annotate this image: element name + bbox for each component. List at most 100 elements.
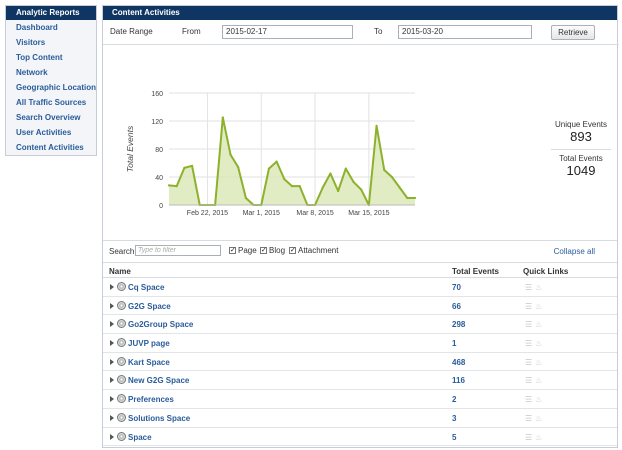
list-icon[interactable]: ☰ xyxy=(525,339,533,349)
collapse-all-link[interactable]: Collapse all xyxy=(553,247,595,256)
data-point xyxy=(244,196,247,200)
x-tick-label: Feb 22, 2015 xyxy=(187,210,228,217)
chart-icon[interactable]: ♨ xyxy=(535,432,543,442)
row-name-link[interactable]: New G2G Space xyxy=(128,376,190,386)
expand-arrow-icon[interactable] xyxy=(110,284,114,290)
chart-icon[interactable]: ♨ xyxy=(535,357,543,367)
row-total-events-link[interactable]: 3 xyxy=(452,413,457,423)
date-range-bar: Date Range From 2015-02-17 To 2015-03-20… xyxy=(103,20,617,44)
expand-arrow-icon[interactable] xyxy=(110,396,114,403)
row-name-link[interactable]: Kart Space xyxy=(128,357,170,367)
chart-area: 0 40 80 120 160 Feb 22, 2015 Mar 1, 2015 Mar 8,… xyxy=(103,44,619,240)
y-tick-label: 0 xyxy=(159,203,163,210)
row-total-events-link[interactable]: 298 xyxy=(452,320,466,330)
row-name-link[interactable]: Preferences xyxy=(128,395,174,405)
expand-arrow-icon[interactable] xyxy=(110,377,114,384)
header-quick-links: Quick Links xyxy=(523,267,569,276)
row-name-link[interactable]: JUVP page xyxy=(128,339,170,349)
table-row: JUVP page 1 ☰ ♨ xyxy=(103,334,617,353)
list-icon[interactable]: ☰ xyxy=(525,376,533,386)
chart-icon[interactable]: ♨ xyxy=(535,395,543,405)
retrieve-button[interactable]: Retrieve xyxy=(551,25,595,40)
row-name-link[interactable]: Cq Space xyxy=(128,283,165,292)
table-row: Preferences 2 ☰ ♨ xyxy=(103,390,617,409)
space-globe-icon xyxy=(117,300,126,310)
table-row: Solutions Space 3 ☰ ♨ xyxy=(103,409,617,428)
sidebar-item-geographic-location[interactable]: Geographic Location xyxy=(16,83,97,92)
sidebar-item-search-overview[interactable]: Search Overview xyxy=(16,113,81,122)
sidebar-item-dashboard[interactable]: Dashboard xyxy=(16,23,58,32)
quick-links: ☰ ♨ xyxy=(525,339,545,348)
chart-icon[interactable]: ♨ xyxy=(535,301,543,311)
header-total-events: Total Events xyxy=(452,267,499,276)
sidebar-item-user-activities[interactable]: User Activities xyxy=(16,128,72,137)
data-point xyxy=(229,153,232,156)
list-icon[interactable]: ☰ xyxy=(525,320,533,330)
data-point xyxy=(413,196,417,200)
quick-links: ☰ ♨ xyxy=(525,302,545,311)
row-total-events-link[interactable]: 468 xyxy=(452,357,466,367)
sidebar-item-content-activities[interactable]: Content Activities xyxy=(16,143,84,152)
list-icon[interactable]: ☰ xyxy=(525,395,533,405)
expand-arrow-icon[interactable] xyxy=(110,414,114,421)
expand-arrow-icon[interactable] xyxy=(110,302,114,309)
data-point xyxy=(298,185,301,188)
row-name-link[interactable]: Space xyxy=(128,432,152,442)
row-name-link[interactable]: G2G Space xyxy=(128,301,171,311)
filter-page-checkbox[interactable]: ✓ Page xyxy=(229,246,257,255)
total-events-chart: 0 40 80 120 160 Feb 22, 2015 Mar 1, 2015 Mar 8,… xyxy=(125,91,417,217)
sidebar-item-top-content[interactable]: Top Content xyxy=(16,53,63,62)
row-total-events-link[interactable]: 70 xyxy=(452,283,461,292)
y-tick-label: 80 xyxy=(155,147,163,154)
chart-icon[interactable]: ♨ xyxy=(535,376,543,386)
panel-title: Content Activities xyxy=(103,6,617,20)
row-total-events-link[interactable]: 2 xyxy=(452,395,457,405)
row-total-events-link[interactable]: 1 xyxy=(452,339,457,349)
filter-page-label: Page xyxy=(238,246,257,255)
chart-icon[interactable]: ♨ xyxy=(535,283,543,292)
expand-arrow-icon[interactable] xyxy=(110,358,114,365)
data-point xyxy=(329,172,332,175)
list-icon[interactable]: ☰ xyxy=(525,413,533,423)
chart-icon[interactable]: ♨ xyxy=(535,320,543,330)
expand-arrow-icon[interactable] xyxy=(110,340,114,347)
row-total-events-link[interactable]: 66 xyxy=(452,301,461,311)
sidebar-item-network[interactable]: Network xyxy=(16,68,48,77)
list-icon[interactable]: ☰ xyxy=(525,357,533,367)
sidebar-item-all-traffic-sources[interactable]: All Traffic Sources xyxy=(16,98,87,107)
space-globe-icon xyxy=(117,356,126,366)
sidebar-menu: Dashboard Visitors Top Content Network Geogr… xyxy=(6,20,96,155)
table-row: G2G Space 66 ☰ ♨ xyxy=(103,297,617,316)
row-total-events-link[interactable]: 116 xyxy=(452,376,465,386)
filter-blog-checkbox[interactable]: ✓ Blog xyxy=(260,246,285,255)
search-input[interactable] xyxy=(135,245,221,256)
list-icon[interactable]: ☰ xyxy=(525,283,533,292)
row-name-link[interactable]: Solutions Space xyxy=(128,413,191,423)
data-point xyxy=(360,188,363,191)
space-globe-icon xyxy=(117,338,126,348)
data-point xyxy=(352,180,355,183)
sidebar-title: Analytic Reports xyxy=(6,6,96,20)
from-label: From xyxy=(182,27,201,36)
table-header: Name Total Events Quick Links xyxy=(103,262,617,278)
x-tick-label: Mar 1, 2015 xyxy=(243,210,280,217)
expand-arrow-icon[interactable] xyxy=(110,433,114,440)
y-tick-label: 40 xyxy=(155,175,163,182)
list-icon[interactable]: ☰ xyxy=(525,432,533,442)
from-date-field[interactable]: 2015-02-17 xyxy=(222,25,353,39)
to-label: To xyxy=(374,27,383,36)
content-activities-panel: Content Activities Date Range From 2015-… xyxy=(102,5,619,448)
row-name-link[interactable]: Go2Group Space xyxy=(128,320,194,330)
filter-attachment-checkbox[interactable]: ✓ Attachment xyxy=(289,246,338,255)
row-total-events-link[interactable]: 5 xyxy=(452,432,457,442)
filter-blog-label: Blog xyxy=(269,246,286,255)
chart-icon[interactable]: ♨ xyxy=(535,413,543,423)
to-date-field[interactable]: 2015-03-20 xyxy=(398,25,532,39)
search-label: Search: xyxy=(109,247,137,256)
x-tick-label: Mar 8, 2015 xyxy=(296,210,333,217)
chart-icon[interactable]: ♨ xyxy=(535,339,543,349)
list-icon[interactable]: ☰ xyxy=(525,301,533,311)
unique-events-stat: Unique Events 893 xyxy=(551,120,611,144)
expand-arrow-icon[interactable] xyxy=(110,321,114,328)
sidebar-item-visitors[interactable]: Visitors xyxy=(16,38,46,47)
